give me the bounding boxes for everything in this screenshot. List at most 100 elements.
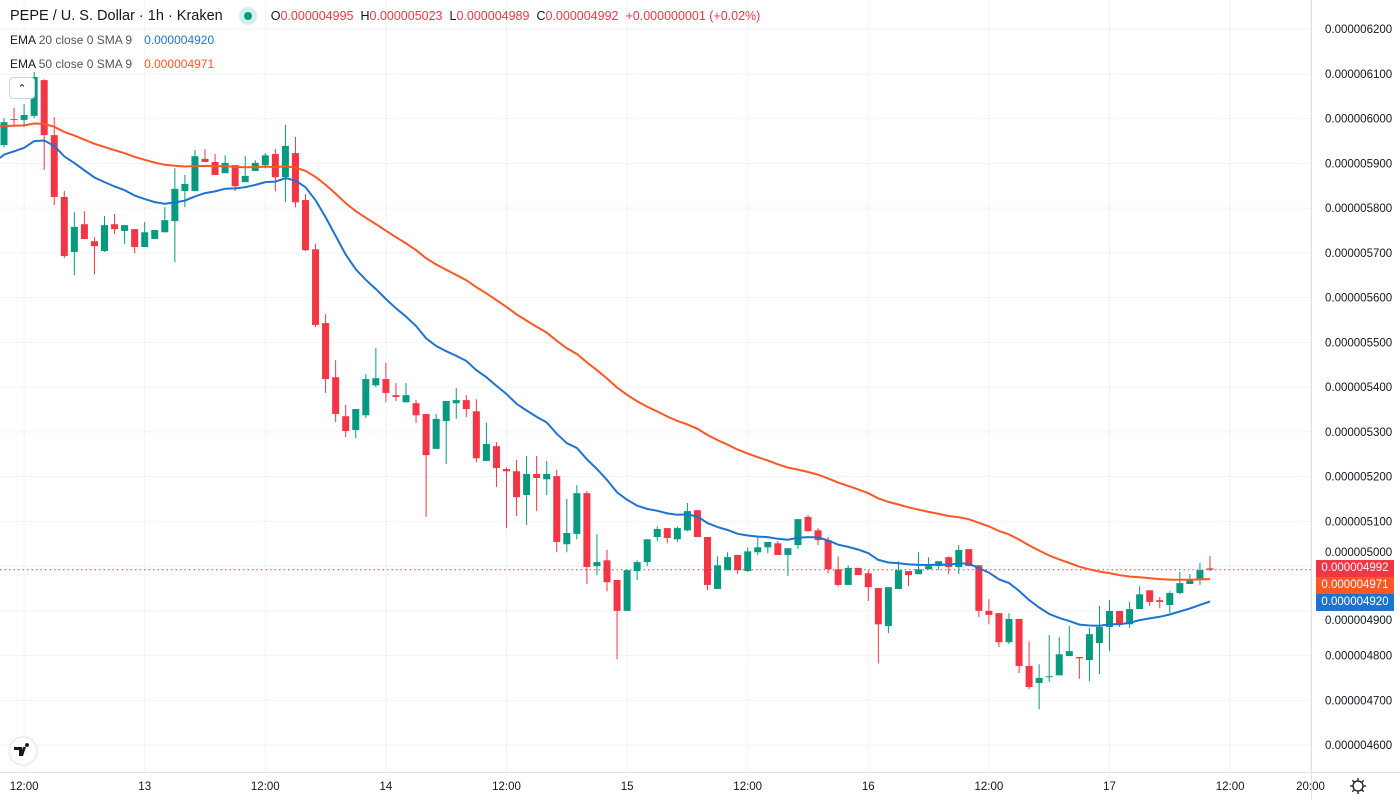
open-value: 0.000004995 [280, 9, 354, 23]
candle [995, 613, 1003, 648]
candle-body [764, 541, 772, 548]
ema-20-badge: 0.000004920 [1316, 594, 1394, 611]
candle [452, 388, 460, 419]
candle-body [342, 416, 350, 431]
candle-body [221, 162, 229, 174]
candle-body [472, 411, 480, 459]
candle-body [854, 567, 862, 576]
candle-body [1075, 656, 1083, 659]
candle-body [60, 196, 68, 256]
candle-body [241, 175, 249, 183]
candle-body [1146, 590, 1154, 602]
candle-body [1156, 600, 1164, 602]
candle [593, 533, 601, 576]
candle [221, 155, 229, 174]
candle-body [523, 473, 531, 495]
symbol-title[interactable]: PEPE / U. S. Dollar · 1h · Kraken [10, 8, 223, 24]
change-value: +0.000000001 (+0.02%) [625, 9, 761, 23]
candle-body [281, 145, 289, 178]
candle-body [814, 530, 822, 541]
candle [1166, 591, 1174, 614]
candle-body [462, 400, 470, 410]
price-tick-label: 0.000004600 [1325, 740, 1392, 752]
candle-body [955, 550, 963, 568]
time-tick-label: 13 [138, 781, 151, 793]
candle-body [1166, 592, 1174, 606]
candle [915, 552, 923, 575]
candle [683, 503, 691, 532]
candle-body [20, 115, 28, 120]
candle-body [623, 570, 631, 611]
candle-body [643, 539, 651, 563]
candle-body [422, 413, 430, 456]
candle-body [482, 443, 490, 461]
price-tick-label: 0.000006200 [1325, 24, 1392, 36]
candle [332, 360, 340, 423]
candle [563, 499, 571, 553]
close-label: C [536, 9, 546, 23]
candle-body [1136, 594, 1144, 610]
candle-body [1065, 651, 1073, 657]
candle [864, 570, 872, 602]
candle [50, 117, 58, 205]
price-axis[interactable] [1311, 0, 1400, 800]
candle [0, 118, 8, 148]
candle [764, 541, 772, 554]
candle-body [884, 587, 892, 627]
candle-body [734, 554, 742, 571]
candle [1075, 656, 1083, 679]
candle-body [693, 510, 701, 538]
candle-body [995, 613, 1003, 643]
time-axis[interactable] [0, 772, 1311, 800]
candle-body [322, 323, 330, 380]
collapse-legend-button[interactable]: ⌃ [9, 77, 35, 99]
candle-body [533, 473, 541, 478]
candle [844, 565, 852, 585]
price-tick-label: 0.000005400 [1325, 382, 1392, 394]
candle-body [432, 418, 440, 449]
candle-body [382, 379, 390, 393]
candle-body [543, 473, 551, 480]
candle [553, 469, 561, 553]
candle [241, 156, 249, 183]
candle [131, 229, 139, 254]
candle-body [724, 557, 732, 571]
candles [0, 72, 1214, 710]
candle [111, 213, 119, 235]
candle [412, 400, 420, 423]
candle-body [271, 153, 279, 178]
indicator-name: EMA [10, 57, 36, 71]
indicator-ema-20[interactable]: EMA 20 close 0 SMA 9 0.000004920 [10, 33, 214, 47]
candle [503, 467, 510, 529]
candle-body [1186, 580, 1194, 585]
indicator-ema-50[interactable]: EMA 50 close 0 SMA 9 0.000004971 [10, 57, 214, 71]
candle-body [1116, 610, 1124, 625]
candle-body [1095, 626, 1103, 644]
candle [442, 400, 450, 465]
price-tick-label: 0.000005000 [1325, 547, 1392, 559]
candle-body [844, 567, 852, 585]
time-tick-label: 14 [380, 781, 393, 793]
candle-body [0, 122, 8, 146]
candle-body [975, 565, 983, 611]
candle [181, 174, 189, 208]
candle-body [1045, 676, 1053, 678]
candle [432, 413, 440, 449]
gear-icon[interactable] [1348, 776, 1368, 796]
candle [804, 515, 812, 532]
candle [513, 460, 521, 517]
candle-body [583, 493, 591, 568]
low-value: 0.000004989 [456, 9, 530, 23]
tradingview-logo[interactable] [8, 736, 38, 766]
chevron-up-icon: ⌃ [17, 82, 27, 95]
candle-body [794, 519, 802, 546]
candle [141, 221, 149, 248]
candle-body [1025, 665, 1033, 687]
candle [291, 136, 299, 208]
candle-body [864, 573, 872, 588]
time-tick-label: 12:00 [733, 781, 762, 793]
candle-body [492, 446, 500, 469]
candle [533, 456, 541, 512]
candle-body [714, 565, 722, 589]
